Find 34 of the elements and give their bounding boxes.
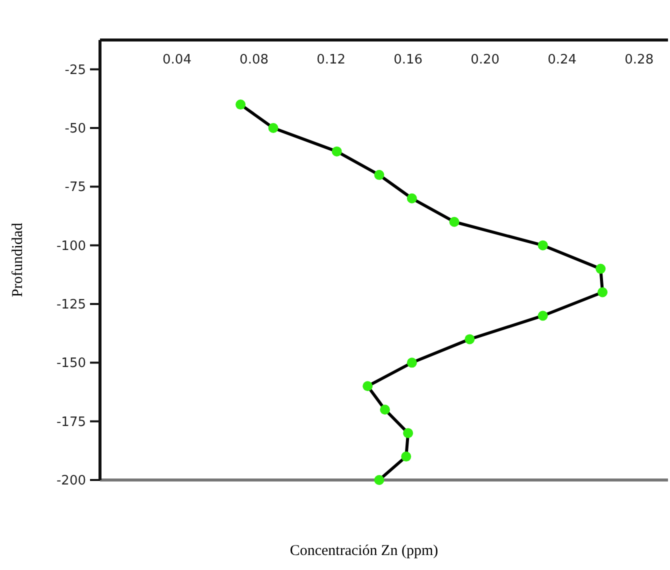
- point: [268, 123, 278, 133]
- y-tick-label: -150: [56, 356, 86, 372]
- y-tick-label: -25: [64, 62, 86, 78]
- point: [362, 381, 373, 392]
- point: [449, 216, 460, 227]
- x-tick-label: 0.08: [240, 52, 269, 68]
- point: [406, 193, 417, 204]
- y-tick-label: -175: [56, 414, 86, 430]
- x-tick-label: 0.24: [548, 52, 577, 68]
- point: [596, 264, 606, 274]
- y-axis-title: Profundidad: [10, 222, 26, 298]
- y-tick-label: -125: [56, 298, 86, 313]
- x-axis-title: Concentración Zn (ppm): [290, 543, 438, 559]
- point: [403, 428, 414, 438]
- x-tick-label: 0.04: [162, 52, 192, 68]
- point: [374, 170, 384, 180]
- y-tick-label: -100: [56, 238, 86, 254]
- point: [464, 334, 475, 344]
- x-tick-label: 0.12: [316, 52, 346, 68]
- point: [332, 146, 342, 156]
- point: [538, 310, 548, 321]
- x-tick-label: 0.16: [394, 52, 423, 68]
- x-tick-label: 0.28: [624, 52, 654, 68]
- y-tick-label: -75: [64, 180, 86, 196]
- y-tick-label: -50: [64, 122, 86, 137]
- point: [401, 452, 412, 462]
- y-tick-label: -200: [56, 474, 86, 489]
- x-tick-label: 0.20: [470, 52, 500, 68]
- point: [374, 475, 384, 485]
- point: [538, 240, 548, 250]
- point: [598, 287, 608, 298]
- point: [236, 100, 246, 110]
- point: [380, 404, 390, 415]
- point: [406, 358, 417, 368]
